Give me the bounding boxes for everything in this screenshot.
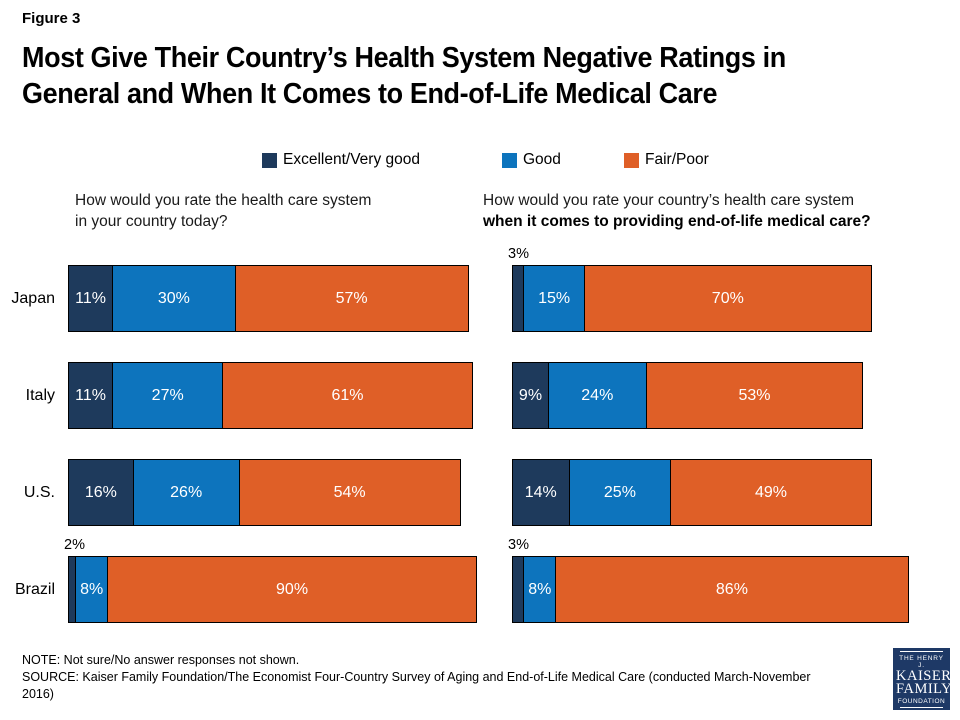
legend-swatch-fair-poor-icon	[624, 152, 639, 168]
value-label-above: 3%	[508, 246, 529, 262]
legend-label: Excellent/Very good	[283, 151, 421, 168]
right-question-line-1: How would you rate your country’s health…	[483, 192, 855, 209]
legend-item-excellent: Excellent/Very good	[262, 151, 420, 169]
right-chart-bar-italy: 9% 24% 53%	[512, 362, 923, 429]
chart-row-brazil: Brazil 2% 8% 90% 3% 8% 86%	[0, 537, 923, 623]
legend-swatch-good-icon	[502, 152, 517, 168]
bar-segment-good: 8%	[75, 556, 109, 623]
title-line-1: Most Give Their Country’s Health System …	[22, 42, 786, 74]
right-chart-bar-brazil: 3% 8% 86%	[508, 537, 923, 623]
left-chart-bar-japan: 11% 30% 57%	[68, 265, 479, 332]
logo-line-1: THE HENRY J.	[899, 654, 944, 669]
logo-line-4: FOUNDATION	[897, 697, 946, 705]
footnote-block: NOTE: Not sure/No answer responses not s…	[22, 652, 837, 703]
logo-rule-top	[900, 650, 943, 652]
category-label: U.S.	[23, 483, 55, 501]
left-chart-question: How would you rate the health care syste…	[75, 190, 445, 232]
left-chart-bar-brazil: 2% 8% 90%	[64, 537, 479, 623]
bar-segment-good: 24%	[547, 362, 647, 429]
bar-segment-good: 30%	[112, 265, 236, 332]
bar-segment-fair-poor: 90%	[107, 556, 477, 623]
page-title: Most Give Their Country’s Health System …	[22, 40, 933, 112]
left-chart-bar-u-s: 16% 26% 54%	[68, 459, 479, 526]
chart-legend: Excellent/Very good Good Fair/Poor	[0, 151, 960, 171]
bar-segment-good: 8%	[523, 556, 557, 623]
figure-number: Figure 3	[22, 10, 81, 27]
left-question-line-2: in your country today?	[75, 213, 228, 230]
right-chart-bar-u-s: 14% 25% 49%	[512, 459, 923, 526]
right-chart-bar-japan: 3% 15% 70%	[508, 246, 923, 332]
logo-line-3: FAMILY	[896, 680, 953, 697]
note-text: NOTE: Not sure/No answer responses not s…	[22, 653, 300, 667]
title-line-2: General and When It Comes to End-of-Life…	[22, 78, 718, 110]
chart-row-japan: Japan 11% 30% 57% 3% 15% 70%	[0, 246, 923, 332]
right-question-line-2: when it comes to providing end-of-life m…	[483, 213, 871, 230]
bar-segment-good: 26%	[132, 459, 240, 526]
legend-label: Fair/Poor	[645, 151, 709, 168]
bar-segment-fair-poor: 86%	[555, 556, 909, 623]
bar-segment-fair-poor: 61%	[222, 362, 473, 429]
source-text: SOURCE: Kaiser Family Foundation/The Eco…	[22, 670, 811, 701]
chart-row-italy: Italy 11% 27% 61% 9% 24% 53%	[0, 362, 923, 429]
bar-segment-excellent-very-good: 9%	[512, 362, 549, 429]
legend-item-fair-poor: Fair/Poor	[624, 151, 709, 169]
legend-swatch-excellent-icon	[262, 152, 277, 168]
category-label: Italy	[25, 386, 55, 404]
bar-segment-excellent-very-good: 16%	[68, 459, 134, 526]
bar-segment-fair-poor: 49%	[670, 459, 872, 526]
bar-segment-fair-poor: 54%	[238, 459, 461, 526]
left-chart-bar-italy: 11% 27% 61%	[68, 362, 479, 429]
bar-segment-excellent-very-good: 14%	[512, 459, 570, 526]
legend-item-good: Good	[502, 151, 561, 169]
logo-line-2: KAISER	[896, 667, 952, 684]
chart-rows: Japan 11% 30% 57% 3% 15% 70% Italy 11% 27% 61% 9% 24…	[0, 246, 923, 653]
bar-segment-fair-poor: 70%	[583, 265, 872, 332]
kff-foundation-logo: THE HENRY J. KAISER FAMILY FOUNDATION	[893, 648, 953, 710]
right-chart-question: How would you rate your country’s health…	[483, 190, 923, 232]
category-label: Brazil	[14, 580, 55, 598]
value-label-above: 3%	[508, 537, 529, 553]
left-question-line-1: How would you rate the health care syste…	[75, 192, 372, 209]
bar-segment-good: 15%	[523, 265, 585, 332]
value-label-above: 2%	[64, 537, 85, 553]
bar-segment-fair-poor: 57%	[234, 265, 469, 332]
bar-segment-good: 25%	[568, 459, 672, 526]
logo-rule-bottom	[900, 706, 943, 708]
bar-segment-fair-poor: 53%	[645, 362, 864, 429]
bar-segment-good: 27%	[112, 362, 224, 429]
legend-label: Good	[523, 151, 561, 168]
category-label: Japan	[11, 289, 55, 307]
bar-segment-excellent-very-good: 11%	[68, 362, 114, 429]
chart-row-u-s: U.S. 16% 26% 54% 14% 25% 49%	[0, 459, 923, 526]
bar-segment-excellent-very-good: 11%	[68, 265, 114, 332]
